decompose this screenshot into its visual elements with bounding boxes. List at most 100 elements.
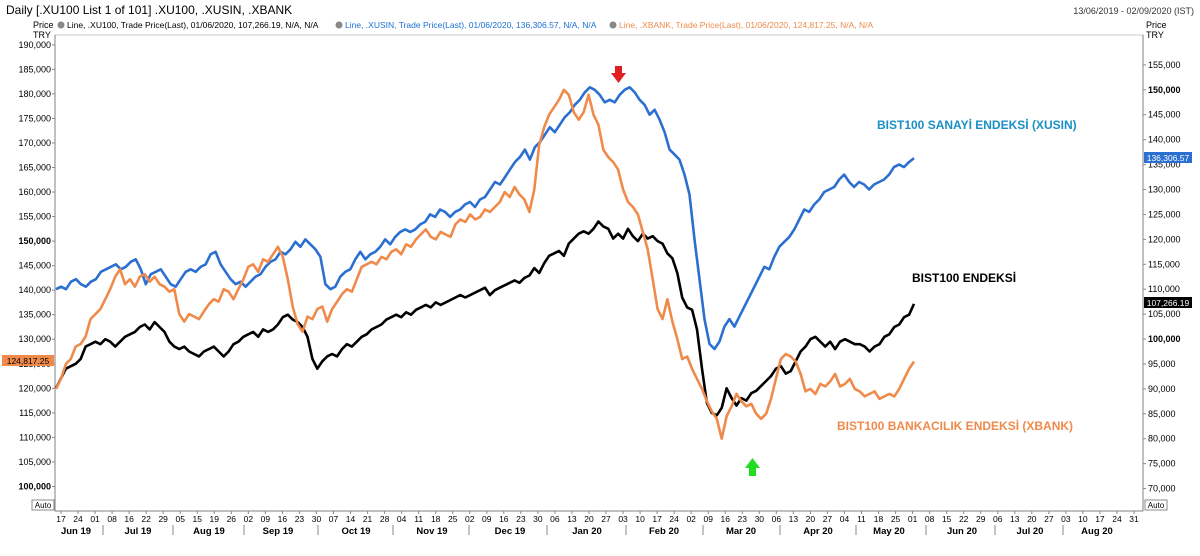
right-tick-label: 130,000	[1148, 185, 1181, 195]
right-axis-ticks: 70,000 75,000 80,000 85,000 90,000 95,000 100,…	[1143, 60, 1181, 494]
x-day-label: 21	[363, 514, 373, 524]
xbank-last-badge	[2, 355, 54, 366]
x-day-label: 19	[210, 514, 220, 524]
x-day-label: 11	[857, 514, 866, 524]
left-tick-label: 155,000	[18, 212, 51, 222]
left-tick-label: 105,000	[18, 457, 51, 467]
legend-item-xusin: Line, .XUSIN, Trade Price(Last), 01/06/2…	[345, 20, 597, 30]
x-month-label: Nov 19	[416, 526, 447, 537]
right-price-label: Price	[1146, 20, 1167, 30]
left-tick-label: 150,000	[18, 236, 51, 246]
x-day-label: 03	[618, 514, 628, 524]
x-day-label: 04	[840, 514, 850, 524]
right-tick-label: 115,000	[1148, 259, 1180, 269]
auto-right-button[interactable]	[1144, 499, 1168, 511]
right-tick-label: 140,000	[1148, 135, 1181, 145]
x-day-label: 09	[482, 514, 492, 524]
left-tick-label: 110,000	[19, 432, 51, 442]
x-day-label: 25	[891, 514, 901, 524]
left-tick-label: 175,000	[18, 113, 51, 123]
x-day-label: 10	[1078, 514, 1088, 524]
legend: Line, .XU100, Trade Price(Last), 01/06/2…	[57, 20, 874, 30]
x-day-label: 03	[1061, 514, 1071, 524]
auto-left-button[interactable]	[31, 499, 55, 511]
x-day-label: 18	[874, 514, 884, 524]
legend-icon-xu100	[57, 21, 65, 29]
plot-area	[54, 34, 1144, 512]
x-day-label: 01	[908, 514, 918, 524]
x-day-label: 18	[431, 514, 441, 524]
legend-item-xbank: Line, .XBANK, Trade Price(Last), 01/06/2…	[619, 20, 874, 30]
x-day-label: 20	[1027, 514, 1037, 524]
x-day-label: 16	[721, 514, 731, 524]
right-tick-label: 75,000	[1148, 459, 1176, 469]
left-tick-label: 140,000	[18, 285, 51, 295]
x-day-label: 10	[635, 514, 645, 524]
x-month-label: Feb 20	[649, 526, 679, 537]
legend-icon-xusin	[335, 21, 343, 29]
x-month-label: Dec 19	[495, 526, 526, 537]
right-tick-label: 80,000	[1148, 434, 1176, 444]
x-day-label: 29	[158, 514, 168, 524]
x-day-label: 20	[806, 514, 816, 524]
x-day-label: 09	[261, 514, 271, 524]
right-tick-label: 150,000	[1148, 85, 1181, 95]
right-tick-label: 135,000	[1148, 160, 1181, 170]
x-day-label: 23	[738, 514, 748, 524]
left-axis-ticks: 100,000105,000110,000115,000120,000125,0…	[18, 40, 55, 491]
left-tick-label: 180,000	[18, 89, 51, 99]
x-day-label: 30	[312, 514, 322, 524]
left-tick-label: 160,000	[18, 187, 51, 197]
x-day-label: 26	[227, 514, 237, 524]
arrow-up-icon	[745, 458, 760, 476]
x-day-label: 31	[1129, 514, 1139, 524]
x-day-label: 06	[993, 514, 1003, 524]
x-month-label: Jun 19	[61, 526, 91, 537]
right-tick-label: 125,000	[1148, 209, 1181, 219]
right-tick-label: 105,000	[1148, 309, 1181, 319]
xbank-line	[54, 88, 916, 441]
x-day-label: 09	[703, 514, 713, 524]
right-tick-label: 95,000	[1148, 359, 1176, 369]
arrow-down-icon	[611, 66, 626, 83]
x-day-label: 17	[1095, 514, 1105, 524]
left-currency-label: TRY	[33, 30, 51, 40]
right-tick-label: 120,000	[1148, 234, 1181, 244]
right-currency-label: TRY	[1146, 30, 1164, 40]
x-day-label: 02	[244, 514, 254, 524]
x-day-label: 17	[56, 514, 66, 524]
legend-item-xu100: Line, .XU100, Trade Price(Last), 01/06/2…	[67, 20, 319, 30]
x-month-label: Aug 20	[1081, 526, 1113, 537]
x-day-label: 27	[601, 514, 611, 524]
x-day-label: 22	[959, 514, 969, 524]
xbank-last-value: 124,817.25	[7, 356, 50, 366]
x-month-label: May 20	[873, 526, 905, 537]
x-day-label: 08	[107, 514, 117, 524]
x-axis-ticks: 17 24 01 08 16 22 29 05 15 19 26 02 09 16 23 30 07 14 21 28…	[56, 511, 1139, 537]
x-month-label: Oct 19	[341, 526, 370, 537]
right-tick-label: 85,000	[1148, 409, 1176, 419]
x-day-label: 17	[652, 514, 662, 524]
x-day-label: 13	[1010, 514, 1020, 524]
right-tick-label: 110,000	[1148, 284, 1180, 294]
x-day-label: 13	[789, 514, 799, 524]
x-day-label: 15	[193, 514, 203, 524]
auto-left-label: Auto	[35, 501, 52, 510]
x-day-label: 23	[295, 514, 305, 524]
x-day-label: 24	[1112, 514, 1122, 524]
xu100-annotation: BIST100 ENDEKSİ	[912, 270, 1016, 285]
x-day-label: 07	[329, 514, 339, 524]
date-range: 13/06/2019 - 02/09/2020 (IST)	[1073, 6, 1194, 16]
x-day-label: 06	[550, 514, 560, 524]
x-day-label: 06	[772, 514, 782, 524]
x-month-label: Sep 19	[263, 526, 294, 537]
left-tick-label: 120,000	[18, 383, 51, 393]
x-day-label: 08	[925, 514, 935, 524]
left-tick-label: 165,000	[18, 162, 51, 172]
x-day-label: 23	[516, 514, 526, 524]
x-day-label: 27	[823, 514, 833, 524]
x-day-label: 13	[567, 514, 577, 524]
last-value-badges: 136,306.57 107,266.19 124,817.25	[2, 152, 1192, 366]
x-day-label: 28	[380, 514, 390, 524]
x-month-label: Apr 20	[803, 526, 833, 537]
